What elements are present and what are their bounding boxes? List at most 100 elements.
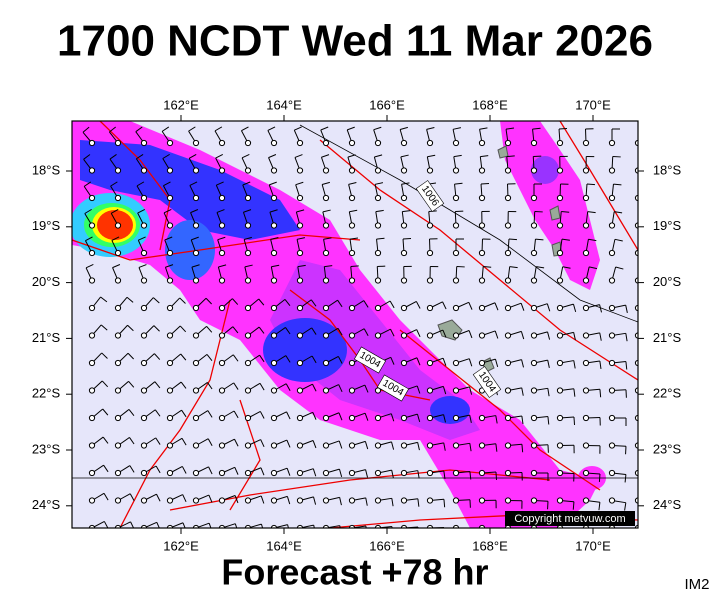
contour — [99, 121, 171, 251]
barb-station — [270, 469, 278, 477]
barb-station — [400, 414, 408, 422]
lat-label: 22°S — [32, 386, 61, 401]
barb-station — [400, 139, 408, 147]
barb-station — [452, 359, 460, 367]
barb-station — [140, 359, 148, 367]
barb-station — [348, 469, 356, 477]
barb-station — [478, 524, 486, 528]
barb-station — [374, 442, 382, 449]
lat-label: 20°S — [32, 274, 61, 289]
barb-station — [296, 332, 304, 339]
barb-station — [192, 387, 200, 394]
barb-feather — [338, 440, 343, 449]
barb-station — [400, 332, 408, 339]
barb-feather — [469, 471, 472, 480]
barb-feather — [206, 325, 213, 333]
barb-station — [478, 442, 486, 449]
barb-feather — [287, 524, 289, 528]
barb-feather — [598, 473, 601, 482]
lon-label: 166°E — [369, 97, 405, 112]
barb-feather — [297, 264, 306, 268]
barb-feather — [416, 357, 421, 366]
barb-feather — [311, 327, 317, 335]
barb-feather — [294, 126, 302, 131]
map-frame — [71, 120, 639, 529]
barb-feather — [324, 265, 333, 268]
barb-station — [530, 387, 538, 394]
barb-station — [270, 222, 278, 229]
barb-station — [192, 469, 200, 477]
barb-feather — [218, 264, 227, 268]
contour — [399, 329, 601, 491]
barb-station — [244, 469, 252, 477]
barb-feather — [320, 126, 329, 131]
barb-station — [530, 442, 538, 449]
barb-feather — [427, 154, 436, 158]
barb-station — [192, 304, 200, 312]
barb-feather — [374, 154, 383, 158]
barb-feather — [598, 502, 601, 511]
barb-station — [374, 277, 382, 284]
barb-feather — [312, 468, 317, 477]
lon-label: 170°E — [575, 538, 611, 553]
barb-feather — [215, 153, 223, 159]
barb-station — [322, 167, 330, 174]
barb-station — [426, 414, 434, 422]
barb-feather — [232, 298, 239, 305]
barb-station — [218, 497, 226, 504]
barb-station — [296, 469, 304, 477]
barb-station — [270, 359, 278, 367]
barb-feather — [310, 299, 317, 307]
barb-station — [192, 139, 200, 147]
barb-feather — [294, 154, 303, 158]
barb-station — [218, 304, 226, 312]
barb-station — [582, 167, 590, 174]
barb-station — [192, 359, 200, 367]
barb-station — [322, 304, 330, 312]
barb-feather — [348, 181, 357, 185]
barb-feather — [453, 154, 462, 158]
barb-station — [374, 194, 382, 202]
barb-feather — [156, 493, 161, 502]
barb-station — [400, 497, 408, 504]
barb-feather — [495, 471, 498, 481]
barb-feather — [400, 126, 408, 131]
barb-station — [322, 414, 330, 422]
barb-station — [296, 387, 304, 394]
barb-station — [426, 524, 434, 528]
barb-station — [88, 332, 96, 339]
lat-label: 21°S — [653, 330, 682, 345]
barb-feather — [208, 523, 212, 528]
barb-station — [296, 442, 304, 449]
barb-feather — [188, 126, 196, 132]
barb-station — [504, 167, 512, 174]
barb-station — [634, 167, 638, 174]
barb-feather — [268, 154, 277, 159]
barb-feather — [417, 498, 420, 507]
barb-station — [530, 469, 538, 477]
barb-feather — [506, 155, 515, 158]
barb-feather — [573, 332, 576, 341]
barb-station — [218, 249, 226, 257]
barb-feather — [85, 263, 94, 269]
barb-station — [582, 497, 590, 504]
barb-feather — [494, 359, 499, 367]
barb-feather — [180, 353, 187, 361]
barb-feather — [625, 361, 628, 370]
barb-feather — [161, 126, 170, 132]
barb-feather — [136, 153, 144, 160]
barb-feather — [562, 266, 571, 269]
barb-station — [166, 387, 174, 394]
barb-station — [556, 332, 564, 339]
barb-feather — [83, 181, 92, 187]
barb-station — [400, 249, 408, 257]
barb-feather — [154, 409, 161, 417]
barb-feather — [214, 126, 223, 132]
barb-station — [374, 524, 382, 528]
barb-station — [114, 497, 122, 504]
barb-station — [218, 442, 226, 449]
barb-feather — [312, 412, 317, 420]
barb-station — [530, 249, 538, 257]
barb-station — [192, 249, 200, 257]
barb-station — [270, 139, 278, 147]
